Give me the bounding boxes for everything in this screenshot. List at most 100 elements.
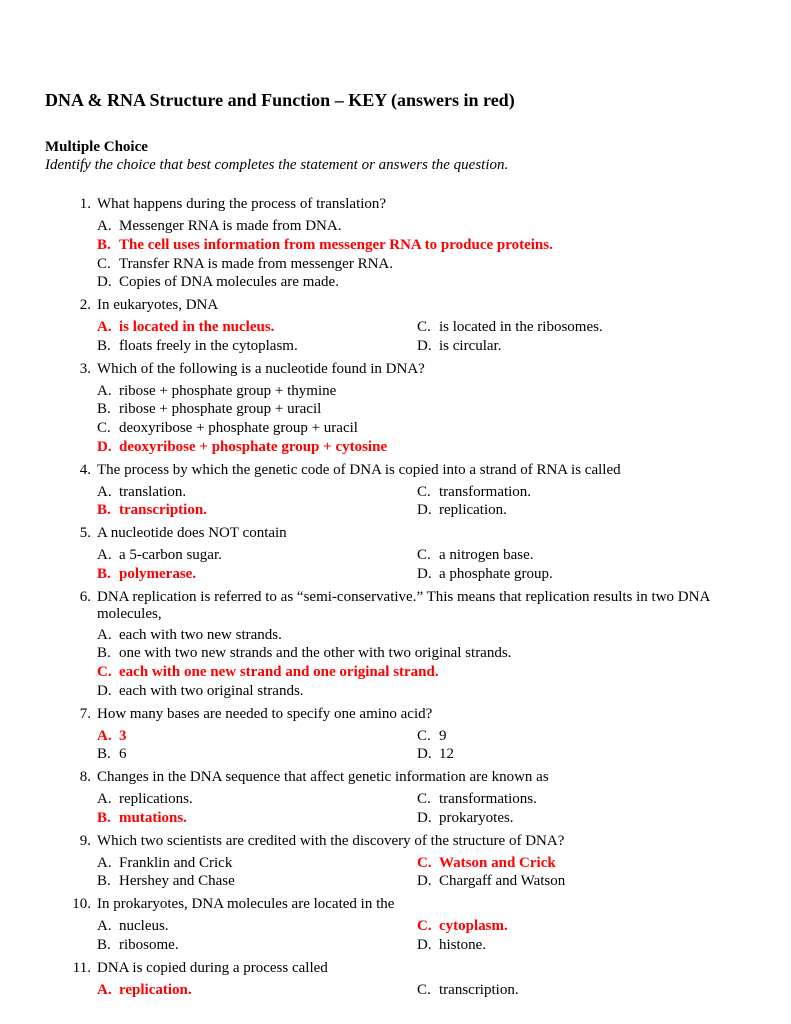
choices-single-column: A.Messenger RNA is made from DNA.B.The c… bbox=[97, 217, 746, 292]
choice-text: The cell uses information from messenger… bbox=[119, 236, 553, 255]
question-line: 6.DNA replication is referred to as “sem… bbox=[45, 589, 746, 623]
question-line: 4.The process by which the genetic code … bbox=[45, 462, 746, 480]
choice-text: prokaryotes. bbox=[439, 809, 514, 828]
choice-letter: C. bbox=[417, 854, 439, 873]
question-text: The process by which the genetic code of… bbox=[97, 462, 737, 479]
choice-letter: A. bbox=[97, 546, 119, 565]
choice-text: a nitrogen base. bbox=[439, 546, 534, 565]
question-line: 10.In prokaryotes, DNA molecules are loc… bbox=[45, 896, 746, 914]
choice-letter: B. bbox=[97, 236, 119, 255]
choice-text: transformations. bbox=[439, 790, 537, 809]
question-text: In prokaryotes, DNA molecules are locate… bbox=[97, 896, 737, 913]
choice: C.transformation. bbox=[417, 483, 737, 502]
question-text: In eukaryotes, DNA bbox=[97, 297, 737, 314]
choice-letter: C. bbox=[417, 790, 439, 809]
choice-text: each with two new strands. bbox=[119, 626, 282, 645]
question-block: 1.What happens during the process of tra… bbox=[45, 196, 746, 292]
question-number: 4. bbox=[45, 462, 97, 479]
choice-letter: C. bbox=[97, 255, 119, 274]
choice-text: ribosome. bbox=[119, 936, 179, 955]
choice-text: Franklin and Crick bbox=[119, 854, 232, 873]
choice-text: a phosphate group. bbox=[439, 565, 553, 584]
question-text: DNA is copied during a process called bbox=[97, 960, 737, 977]
choices-two-column: A.nucleus.C.cytoplasm.B.ribosome.D.histo… bbox=[97, 917, 746, 955]
question-number: 6. bbox=[45, 589, 97, 606]
question-number: 8. bbox=[45, 769, 97, 786]
choice-text: is circular. bbox=[439, 337, 501, 356]
choice: C.cytoplasm. bbox=[417, 917, 737, 936]
choice-row: A.a 5-carbon sugar.C.a nitrogen base. bbox=[97, 546, 746, 565]
choice-letter: D. bbox=[417, 745, 439, 764]
choice: B.mutations. bbox=[97, 809, 417, 828]
choice: D.replication. bbox=[417, 501, 737, 520]
choice: D.a phosphate group. bbox=[417, 565, 737, 584]
choice-letter: B. bbox=[97, 872, 119, 891]
choices-two-column: A.replication.C.transcription. bbox=[97, 981, 746, 1000]
choice: D.prokaryotes. bbox=[417, 809, 737, 828]
choice: D.Chargaff and Watson bbox=[417, 872, 737, 891]
choice: A.each with two new strands. bbox=[97, 626, 746, 645]
choice-letter: D. bbox=[417, 936, 439, 955]
choice-letter: C. bbox=[417, 727, 439, 746]
question-block: 9.Which two scientists are credited with… bbox=[45, 833, 746, 892]
choice-letter: C. bbox=[417, 917, 439, 936]
choice-text: transcription. bbox=[119, 501, 207, 520]
choice: D.each with two original strands. bbox=[97, 682, 746, 701]
question-line: 8.Changes in the DNA sequence that affec… bbox=[45, 769, 746, 787]
choice: C.transformations. bbox=[417, 790, 737, 809]
choice-row: A.replications.C.transformations. bbox=[97, 790, 746, 809]
choice: C.Watson and Crick bbox=[417, 854, 737, 873]
choice-letter: B. bbox=[97, 337, 119, 356]
choice-letter: D. bbox=[97, 273, 119, 292]
choice-text: Hershey and Chase bbox=[119, 872, 235, 891]
choice-letter: B. bbox=[97, 400, 119, 419]
choices-two-column: A.replications.C.transformations.B.mutat… bbox=[97, 790, 746, 828]
choice: D.deoxyribose + phosphate group + cytosi… bbox=[97, 438, 746, 457]
choices-single-column: A.each with two new strands.B.one with t… bbox=[97, 626, 746, 701]
choices-two-column: A.is located in the nucleus.C.is located… bbox=[97, 318, 746, 356]
question-text: A nucleotide does NOT contain bbox=[97, 525, 737, 542]
choice-letter: D. bbox=[97, 682, 119, 701]
choice-row: B.floats freely in the cytoplasm.D.is ci… bbox=[97, 337, 746, 356]
choice-text: cytoplasm. bbox=[439, 917, 508, 936]
question-number: 2. bbox=[45, 297, 97, 314]
choice-row: A.replication.C.transcription. bbox=[97, 981, 746, 1000]
choice: A.3 bbox=[97, 727, 417, 746]
choice: B.polymerase. bbox=[97, 565, 417, 584]
instructions: Identify the choice that best completes … bbox=[45, 157, 746, 174]
choice-text: each with one new strand and one origina… bbox=[119, 663, 439, 682]
choice-letter: D. bbox=[417, 337, 439, 356]
choice-letter: C. bbox=[417, 981, 439, 1000]
question-line: 9.Which two scientists are credited with… bbox=[45, 833, 746, 851]
choice-text: transcription. bbox=[439, 981, 519, 1000]
choice-letter: B. bbox=[97, 501, 119, 520]
choice-row: A.Franklin and Crick C.Watson and Crick bbox=[97, 854, 746, 873]
choice-letter: A. bbox=[97, 318, 119, 337]
choice: C.a nitrogen base. bbox=[417, 546, 737, 565]
choice: B.floats freely in the cytoplasm. bbox=[97, 337, 417, 356]
choice-letter: C. bbox=[417, 483, 439, 502]
document-page: DNA & RNA Structure and Function – KEY (… bbox=[0, 0, 791, 1024]
choice-letter: A. bbox=[97, 626, 119, 645]
choice-text: replication. bbox=[439, 501, 507, 520]
choice-row: A.translation.C.transformation. bbox=[97, 483, 746, 502]
choice-letter: A. bbox=[97, 483, 119, 502]
questions-list: 1.What happens during the process of tra… bbox=[45, 196, 746, 999]
question-line: 7.How many bases are needed to specify o… bbox=[45, 706, 746, 724]
choice: A.nucleus. bbox=[97, 917, 417, 936]
choice-row: A.3C.9 bbox=[97, 727, 746, 746]
choice: D.histone. bbox=[417, 936, 737, 955]
choice: D.12 bbox=[417, 745, 737, 764]
choice-letter: D. bbox=[417, 565, 439, 584]
choice-text: is located in the ribosomes. bbox=[439, 318, 603, 337]
choice-text: floats freely in the cytoplasm. bbox=[119, 337, 298, 356]
choice-letter: C. bbox=[97, 419, 119, 438]
question-block: 7.How many bases are needed to specify o… bbox=[45, 706, 746, 765]
question-line: 11.DNA is copied during a process called bbox=[45, 960, 746, 978]
choices-single-column: A.ribose + phosphate group + thymineB.ri… bbox=[97, 382, 746, 457]
choice-letter: B. bbox=[97, 809, 119, 828]
choice-letter: A. bbox=[97, 854, 119, 873]
choice-letter: B. bbox=[97, 745, 119, 764]
choice-letter: B. bbox=[97, 565, 119, 584]
question-number: 5. bbox=[45, 525, 97, 542]
